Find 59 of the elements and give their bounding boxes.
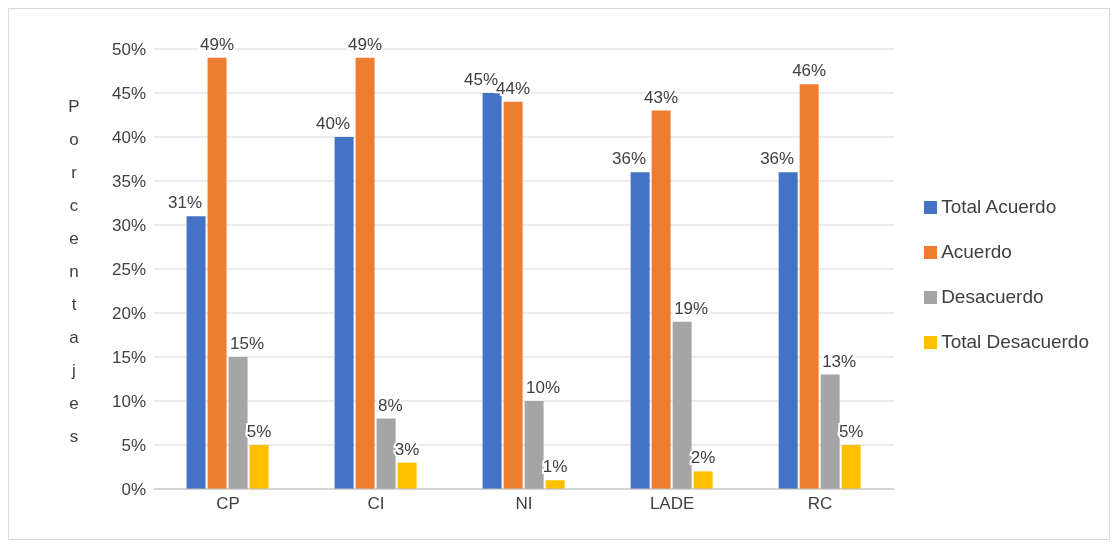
data-label: 10% [526,378,561,397]
data-label: 36% [760,149,795,169]
data-label: 5% [838,422,864,441]
y-tick-label: 30% [111,216,146,236]
bar [503,101,523,489]
data-label: 19% [674,298,709,318]
y-tick-label: 35% [111,172,146,192]
bar [249,445,269,489]
y-tick-label: 20% [111,304,146,324]
data-label: 2% [690,448,716,468]
bar [355,57,375,489]
y-tick-label: 5% [121,436,146,456]
bar [820,374,840,489]
data-label: 49% [348,34,383,54]
data-label: 36% [612,149,647,169]
data-label: 40% [316,114,351,133]
y-tick-label: 50% [111,40,146,60]
bar [228,357,248,489]
bar [799,84,819,489]
x-tick-label: LADE [649,494,695,514]
data-label: 5% [246,422,272,441]
legend-label: Total Desacuerdo [941,331,1089,352]
x-tick-label: CP [216,494,240,514]
legend-label: Total Acuerdo [941,196,1057,217]
legend-label: Desacuerdo [941,286,1044,307]
data-label: 43% [644,87,679,107]
bar [186,216,206,489]
bar [207,57,227,489]
y-tick-label: 25% [111,260,146,280]
bar [524,401,544,489]
x-tick-label: CI [367,494,385,514]
data-label: 1% [542,457,568,477]
data-label: 46% [792,61,827,81]
bar [334,137,354,489]
y-tick-label: 40% [111,128,146,148]
bar [545,480,565,489]
data-label: 31% [168,193,203,213]
data-label: 15% [230,334,265,353]
bar [651,110,671,489]
data-label: 3% [394,439,420,459]
bar [693,471,713,489]
bar [397,462,417,489]
data-label: 8% [378,395,403,415]
bar [841,445,861,489]
y-tick-label: 15% [111,348,146,368]
data-label: 13% [822,351,857,371]
bar [376,418,396,489]
y-tick-label: 0% [121,480,146,500]
data-label: 49% [200,34,235,54]
bar [482,93,502,489]
bar [778,172,798,489]
text: Porcentajes [68,97,80,446]
y-tick-label: 45% [111,84,146,104]
y-tick-label: 10% [111,392,146,412]
legend-label: Acuerdo [941,241,1012,262]
x-tick-label: NI [515,494,533,514]
bar [630,172,650,489]
x-tick-label: RC [807,494,833,514]
bar [672,321,692,489]
